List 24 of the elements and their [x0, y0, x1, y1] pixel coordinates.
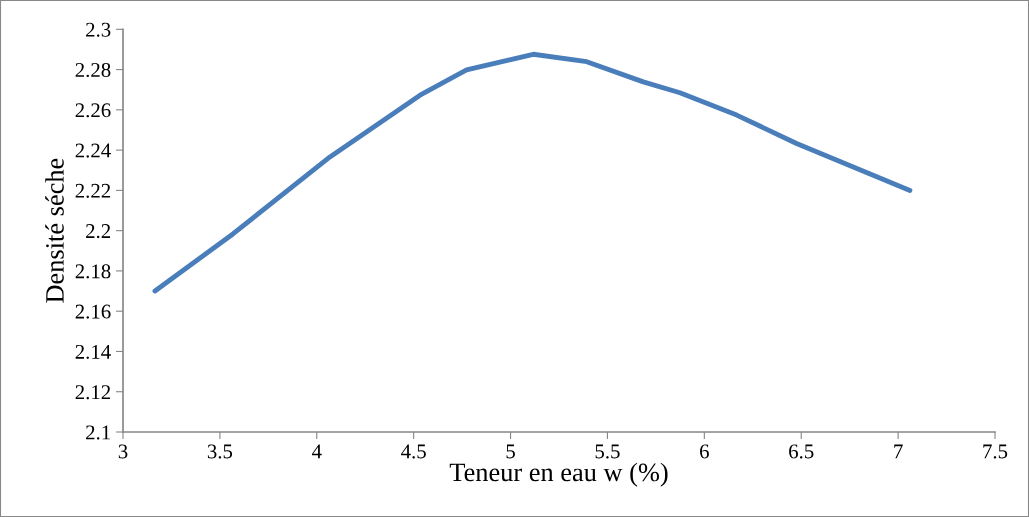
y-axis-title: Densité séche [45, 158, 64, 303]
y-tick-label: 2.16 [75, 304, 111, 319]
x-tick-label: 7.5 [983, 444, 1008, 459]
y-tick-label: 2.2 [86, 224, 111, 239]
y-tick-label: 2.18 [75, 264, 111, 279]
x-axis-title: Teneur en eau w (%) [449, 462, 668, 487]
y-tick-label: 2.22 [75, 183, 111, 198]
x-tick-label: 4 [311, 444, 322, 459]
y-tick-label: 2.1 [86, 425, 110, 440]
y-tick-label: 2.26 [75, 103, 111, 118]
x-tick-label: 5.5 [595, 444, 620, 459]
x-tick-label: 6 [700, 444, 709, 459]
x-tick-label: 7 [894, 444, 903, 459]
y-tick-label: 2.3 [86, 22, 111, 37]
x-tick-label: 3.5 [207, 444, 233, 459]
x-tick-label: 3 [118, 444, 128, 459]
x-tick-label: 4.5 [401, 444, 426, 459]
x-tick-label: 5 [506, 444, 515, 459]
y-tick-label: 2.24 [75, 143, 111, 158]
y-tick-label: 2.28 [75, 62, 111, 78]
x-tick-label: 6.5 [789, 444, 814, 459]
y-tick-label: 2.12 [75, 385, 111, 400]
line-series [152, 51, 913, 294]
y-tick-label: 2.14 [75, 344, 111, 359]
